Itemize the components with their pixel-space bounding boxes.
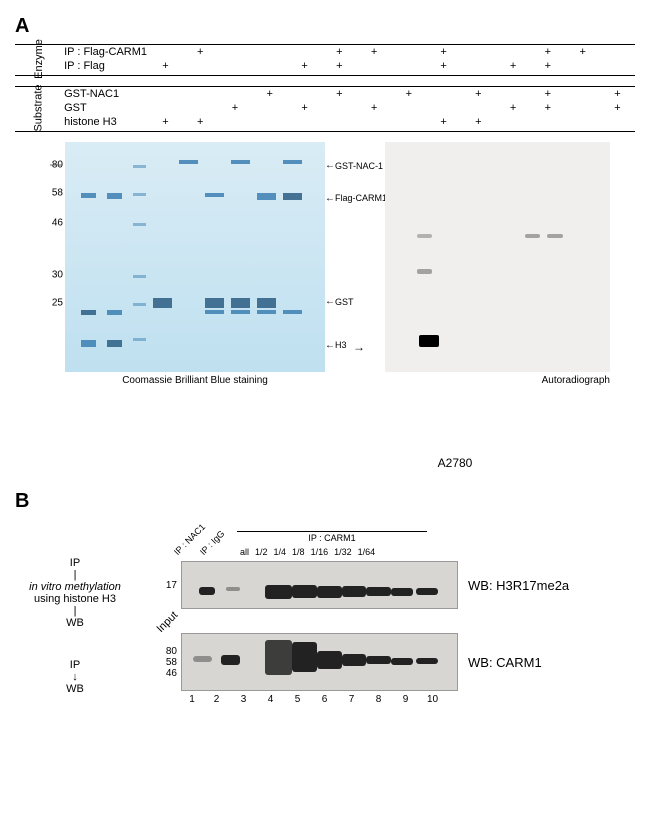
dilution: 1/8 [292, 547, 305, 557]
mw-labels-2: 80 58 46 [155, 646, 177, 679]
flow-ip: IP [15, 557, 135, 569]
panel-b: A2780 B IP | in vitro methylation using … [15, 456, 635, 705]
dilution: 1/16 [311, 547, 329, 557]
ip-carm1-label: IP : CARM1 [308, 533, 355, 543]
ip-carm1-bar: IP : CARM1 [237, 531, 427, 543]
flow-wb: WB [15, 683, 135, 695]
row-label: IP : Flag-CARM1 [62, 45, 148, 60]
mw-30: 30 [52, 270, 63, 281]
mw-17: 17 [155, 580, 177, 591]
lane-num: 6 [311, 694, 338, 705]
row-gst-nac1: Substrate GST-NAC1 ++++++ [15, 87, 635, 102]
row-label: IP : Flag [62, 59, 148, 73]
flow-diagram-2: IP ↓ WB [15, 659, 135, 695]
lane-num: 7 [338, 694, 365, 705]
lane-numbers: 1 2 3 4 5 6 7 8 9 10 [181, 694, 542, 705]
band-label-h3: H3 [335, 340, 347, 350]
dilution: 1/4 [274, 547, 287, 557]
cell-line-label: A2780 [275, 456, 635, 470]
dilution-row: all 1/2 1/4 1/8 1/16 1/32 1/64 [240, 547, 375, 557]
dilution: all [240, 547, 249, 557]
panel-a-header-table: Enzyme IP : Flag-CARM1 ++++++ IP : Flag … [15, 42, 635, 132]
mw-46: 46 [52, 217, 63, 228]
row-histone-h3: histone H3 ++++ [15, 115, 635, 129]
mw-25: 25 [52, 298, 63, 309]
arrow-down-icon: ↓ [15, 671, 135, 683]
blot-h3r17me2a [181, 561, 458, 609]
dilution: 1/2 [255, 547, 268, 557]
blot-area-1: IP : NAC1 IP : IgG IP : CARM1 all 1/2 1/… [155, 517, 569, 633]
band-label-gst: GST [335, 297, 354, 307]
row-label: GST-NAC1 [62, 87, 148, 102]
arrow-icon: ← [325, 340, 335, 351]
row-label: GST [62, 101, 148, 115]
row-gst: GST ++++++ [15, 101, 635, 115]
lane-num: 10 [419, 694, 446, 705]
row-ip-flag: IP : Flag ++++++ [15, 59, 635, 73]
flow-meth: in vitro methylation [29, 581, 121, 593]
dilution: 1/32 [334, 547, 352, 557]
substrate-label: Substrate [33, 84, 45, 131]
row-ip-flag-carm1: Enzyme IP : Flag-CARM1 ++++++ [15, 45, 635, 60]
blot-carm1 [181, 633, 458, 691]
dilution: 1/64 [358, 547, 376, 557]
lane-num: 9 [392, 694, 419, 705]
coomassie-caption: Coomassie Brilliant Blue staining [65, 375, 325, 386]
lane-num: 8 [365, 694, 392, 705]
flow-diagram-1: IP | in vitro methylation using histone … [15, 557, 135, 629]
panel-b-label: B [15, 490, 635, 513]
mw-58: 58 [52, 187, 63, 198]
flow-line-icon: | [15, 605, 135, 617]
mw-46: 46 [155, 668, 177, 679]
panel-a: A Enzyme IP : Flag-CARM1 ++++++ IP : Fla… [15, 15, 635, 386]
lane-num: 5 [284, 694, 311, 705]
flow-wb: WB [15, 617, 135, 629]
lane-num: 4 [257, 694, 284, 705]
coomassie-gel: 80 58 46 30 25 [65, 142, 325, 386]
lane-num: 1 [181, 694, 203, 705]
arrow-icon: → [353, 340, 365, 354]
arrow-icon: ← [325, 296, 335, 307]
enzyme-label: Enzyme [33, 39, 45, 79]
mw-58: 58 [155, 657, 177, 668]
flow-line-icon: | [15, 569, 135, 581]
panel-a-label: A [15, 15, 635, 38]
blot-area-2: 80 58 46 WB: CARM1 1 [155, 629, 542, 705]
mw-80: 80 [155, 646, 177, 657]
row-label: histone H3 [62, 115, 148, 129]
autoradiograph-gel: Autoradiograph [385, 142, 610, 386]
lane-num: 3 [230, 694, 257, 705]
arrow-icon: ← [325, 160, 335, 171]
gel-area: 80 58 46 30 25 [65, 142, 635, 386]
autorad-caption: Autoradiograph [385, 375, 610, 386]
wb-label-1: WB: H3R17me2a [468, 578, 569, 593]
flow-using: using histone H3 [15, 593, 135, 605]
wb-label-2: WB: CARM1 [468, 655, 542, 670]
band-label-flag-carm1: Flag-CARM1 [335, 193, 387, 203]
arrow-icon: ← [325, 193, 335, 204]
lane-num: 2 [203, 694, 230, 705]
band-label-gst-nac1: GST-NAC-1 [335, 161, 383, 171]
flow-ip: IP [15, 659, 135, 671]
